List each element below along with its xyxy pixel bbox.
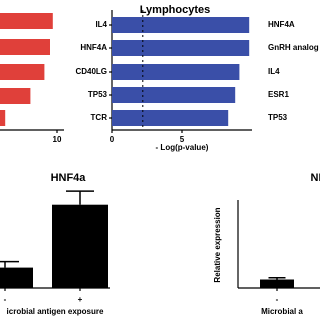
bar: [0, 39, 50, 55]
chart-title: NI: [311, 172, 320, 184]
x-tick-label: 0: [110, 135, 115, 144]
y-tick-label: CD40LG: [75, 67, 107, 76]
bar: [0, 64, 45, 80]
bar: [0, 13, 53, 29]
bar: [260, 279, 294, 288]
bar: [0, 88, 31, 104]
x-axis-label: - Log(p-value): [156, 143, 209, 152]
bar: [0, 110, 6, 126]
bar: [112, 17, 250, 33]
bar: [52, 204, 108, 288]
y-tick-label: TP53: [88, 90, 108, 99]
x-tick-label: 5: [180, 135, 185, 144]
y-tick-label: ESR1: [268, 90, 289, 99]
bar: [112, 64, 240, 80]
y-tick-label: GnRH analog: [268, 43, 319, 52]
x-tick-label: 10: [53, 135, 62, 144]
x-tick-label: -: [276, 295, 279, 304]
bar: [112, 110, 229, 126]
bar: [112, 40, 250, 56]
x-axis-label: Microbial a: [261, 307, 303, 316]
y-tick-label: HNF4A: [80, 43, 107, 52]
x-tick-label: +: [78, 295, 83, 304]
y-axis-label: Relative expression: [213, 207, 222, 282]
x-axis-label: icrobial antigen exposure: [7, 307, 104, 316]
chart-title: HNF4a: [51, 172, 87, 184]
y-tick-label: TP53: [268, 113, 288, 122]
x-tick-label: -: [4, 295, 7, 304]
y-tick-label: IL4: [95, 20, 107, 29]
bar: [112, 87, 236, 103]
y-tick-label: TCR: [91, 113, 108, 122]
bar: [0, 267, 33, 288]
y-tick-label: HNF4A: [268, 20, 295, 29]
y-tick-label: IL4: [268, 67, 280, 76]
chart-title: Lymphocytes: [140, 4, 211, 16]
